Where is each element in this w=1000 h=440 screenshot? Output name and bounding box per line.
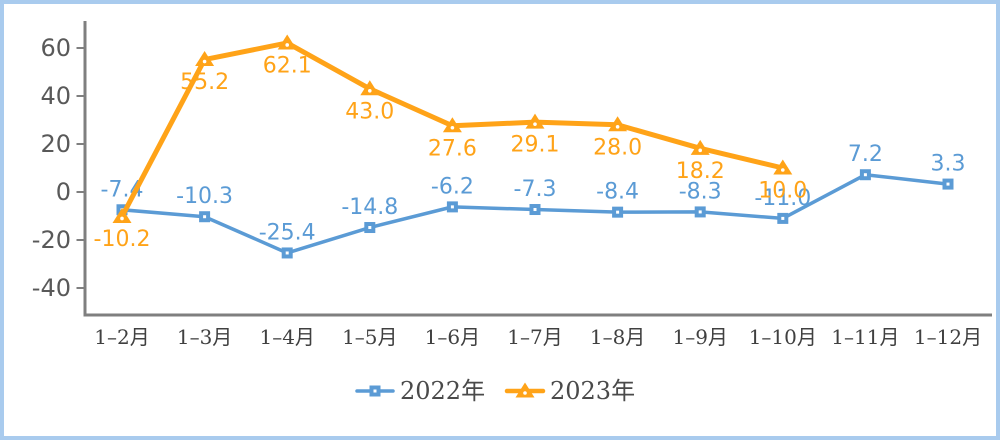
marker-dot — [698, 210, 702, 214]
data-label-1: 18.2 — [676, 159, 725, 184]
data-label-0: -25.4 — [259, 220, 316, 245]
marker-dot — [368, 89, 372, 93]
marker-dot — [781, 168, 785, 172]
data-label-1: 10.0 — [758, 179, 807, 204]
y-tick-label: 0 — [56, 178, 71, 206]
data-label-1: 55.2 — [180, 70, 229, 95]
legend-label-1: 2023年 — [550, 377, 635, 405]
data-label-0: -14.8 — [341, 195, 398, 220]
data-point-marker-1 — [360, 80, 380, 96]
legend: 2022年 2023年 — [355, 377, 635, 405]
data-label-1: -10.2 — [94, 227, 151, 252]
data-label-0: -11.0 — [754, 186, 811, 211]
data-label-0: -7.3 — [514, 177, 557, 202]
y-tick-label: 40 — [40, 82, 71, 110]
data-point-marker-1 — [773, 159, 793, 175]
marker-dot — [863, 173, 867, 177]
x-tick-label: 1–5月 — [342, 325, 397, 349]
marker-dot — [533, 208, 537, 212]
data-point-marker-1 — [525, 113, 545, 129]
x-tick-label: 1–3月 — [177, 325, 232, 349]
data-point-marker-1 — [442, 117, 462, 133]
marker-dot — [450, 205, 454, 209]
x-tick-label: 1–11月 — [831, 325, 899, 349]
x-tick-label: 1–12月 — [914, 325, 982, 349]
data-point-marker-1 — [277, 34, 297, 50]
legend-marker-1 — [515, 382, 535, 398]
data-label-0: -8.3 — [679, 179, 722, 204]
marker-dot — [373, 389, 377, 393]
marker-dot — [523, 391, 527, 395]
marker-dot — [450, 125, 455, 130]
data-point-marker-1 — [112, 207, 132, 223]
legend-label-0: 2022年 — [400, 377, 485, 405]
marker-dot — [368, 226, 372, 230]
data-point-marker-1 — [690, 139, 710, 155]
data-point-marker-1 — [608, 116, 628, 132]
marker-dot — [946, 182, 950, 186]
marker-dot — [615, 125, 620, 129]
y-tick-label: -40 — [32, 274, 71, 302]
marker-dot — [781, 216, 785, 220]
data-label-1: 29.1 — [511, 133, 560, 158]
x-tick-label: 1–2月 — [94, 325, 149, 349]
marker-dot — [285, 43, 290, 47]
x-tick-label: 1–9月 — [672, 325, 727, 349]
data-label-0: 3.3 — [931, 152, 966, 177]
y-tick-label: 20 — [40, 130, 71, 158]
marker-dot — [616, 210, 620, 214]
marker-dot — [120, 216, 124, 221]
x-tick-label: 1–8月 — [590, 325, 645, 349]
marker-dot — [285, 251, 289, 255]
y-tick-label: -20 — [32, 226, 71, 254]
x-tick-label: 1–4月 — [259, 325, 314, 349]
data-label-0: 7.2 — [848, 142, 883, 167]
data-label-0: -10.3 — [176, 184, 233, 209]
x-tick-label: 1–7月 — [507, 325, 562, 349]
x-tick-label: 1–6月 — [425, 325, 480, 349]
marker-dot — [533, 122, 537, 126]
data-point-marker-1 — [195, 51, 215, 67]
data-label-1: 62.1 — [263, 53, 312, 78]
marker-dot — [203, 215, 207, 219]
marker-dot — [698, 148, 702, 153]
y-tick-label: 60 — [40, 34, 71, 62]
data-label-0: -8.4 — [596, 180, 639, 205]
data-label-0: -6.2 — [431, 174, 474, 199]
data-label-1: 43.0 — [345, 99, 394, 124]
x-tick-label: 1–10月 — [749, 325, 817, 349]
data-label-1: 27.6 — [428, 136, 477, 161]
marker-dot — [202, 59, 207, 64]
data-label-1: 28.0 — [593, 135, 642, 160]
